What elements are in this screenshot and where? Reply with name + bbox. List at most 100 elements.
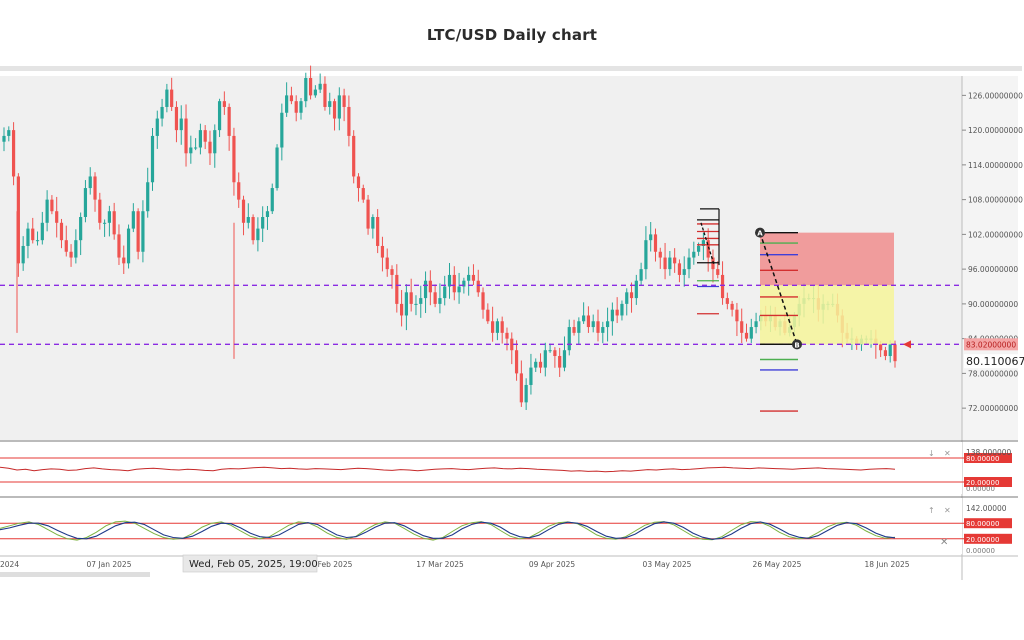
candle — [304, 72, 308, 108]
stoch-bottom-tick: 0.00000 — [966, 547, 995, 555]
candle — [222, 91, 226, 115]
candle — [443, 275, 447, 306]
candle — [543, 342, 547, 377]
chart-title: LTC/USD Daily chart — [426, 26, 598, 44]
candle — [194, 138, 198, 151]
candle — [395, 264, 399, 313]
chart-top-bar — [0, 66, 1022, 71]
candle-body — [486, 309, 490, 322]
candle-body — [577, 321, 581, 333]
price-axis-background — [962, 76, 1018, 440]
candle — [658, 247, 662, 269]
candle — [534, 358, 538, 372]
candle — [227, 103, 231, 151]
y-axis: 126.00000000 120.00000000 114.00000000 108.… — [962, 91, 1023, 413]
candle-body — [198, 130, 203, 148]
candle-body — [553, 350, 557, 357]
candle — [380, 236, 385, 272]
price-label-tag: 83.02000000 — [964, 338, 1018, 351]
stoch-expand-icon[interactable]: ↑ — [928, 506, 935, 515]
crosshair-date-tag: Wed, Feb 05, 2025, 19:00 — [182, 554, 318, 573]
candle — [45, 190, 49, 232]
candle-body — [644, 240, 648, 270]
candle-body — [323, 83, 327, 107]
candle-body — [332, 101, 337, 119]
candle-body — [706, 240, 710, 258]
candle-body — [328, 101, 332, 107]
candle — [491, 306, 495, 342]
last-price-text: 80.110067 — [966, 355, 1024, 368]
candle-body — [476, 280, 480, 293]
candle-body — [524, 384, 528, 403]
candle-body — [26, 228, 30, 246]
candle-body — [596, 321, 600, 333]
candle — [634, 274, 638, 305]
candle-body — [409, 292, 413, 304]
candle — [189, 135, 193, 164]
y-tick-label: 78.00000000 — [968, 369, 1018, 378]
candle-body — [21, 245, 25, 264]
candle-body — [69, 251, 73, 258]
candle-body — [740, 321, 744, 333]
candle — [596, 309, 600, 342]
candle — [740, 308, 744, 343]
candle-body — [261, 217, 265, 229]
candle — [438, 283, 442, 314]
candle — [251, 214, 255, 245]
candle — [577, 317, 581, 345]
candle — [198, 123, 203, 155]
candle — [241, 195, 246, 236]
candle-body — [131, 211, 135, 229]
horizontal-scrollbar[interactable] — [0, 572, 150, 577]
candle-body — [620, 303, 624, 316]
candle — [582, 302, 586, 324]
candle — [514, 340, 519, 381]
candle — [107, 205, 111, 237]
candle-body — [107, 211, 111, 223]
candle-body — [11, 130, 16, 177]
candle — [486, 303, 490, 324]
rsi-collapse-icon[interactable]: ↓ — [928, 449, 935, 458]
stoch-level-tag — [964, 533, 1012, 544]
candle-body — [189, 147, 193, 154]
candle-body — [136, 211, 140, 252]
candle-body — [514, 350, 519, 374]
candle — [213, 124, 217, 168]
candle-body — [361, 188, 365, 200]
candle-body — [217, 101, 222, 131]
candle-body — [7, 130, 11, 136]
candle-body — [471, 274, 476, 281]
candle — [653, 228, 658, 262]
candle-body — [160, 106, 164, 119]
candle — [237, 172, 241, 208]
candle-body — [696, 245, 701, 252]
candle-body — [452, 274, 456, 293]
candle-body — [285, 95, 289, 113]
x-axis: 2024 07 Jan 2025 Feb 2025 17 Mar 2025 09 Apr… — [0, 560, 910, 569]
candle — [261, 206, 265, 242]
y-tick-label: 96.00000000 — [968, 265, 1018, 274]
candle-body — [208, 141, 212, 154]
candle — [639, 262, 643, 286]
stoch-close-icon[interactable]: ✕ — [944, 506, 951, 515]
candle — [471, 264, 476, 286]
candle-body — [687, 257, 691, 270]
candle — [558, 347, 562, 377]
candle — [332, 98, 337, 131]
candle-body — [615, 309, 619, 316]
candle-body — [93, 176, 97, 200]
candle — [567, 319, 571, 356]
candle-body — [605, 321, 610, 328]
rsi-close-icon[interactable]: ✕ — [944, 449, 951, 458]
candle — [2, 127, 6, 152]
crosshair-icon[interactable]: ✕ — [940, 537, 948, 548]
candle-body — [376, 217, 380, 246]
price-label-text: 83.02000000 — [966, 340, 1016, 349]
candle — [16, 173, 20, 277]
y-tick-label: 90.00000000 — [968, 300, 1018, 309]
candle — [433, 284, 437, 308]
candle — [538, 353, 543, 374]
crosshair-date-bg — [182, 554, 318, 573]
candle — [366, 194, 370, 235]
